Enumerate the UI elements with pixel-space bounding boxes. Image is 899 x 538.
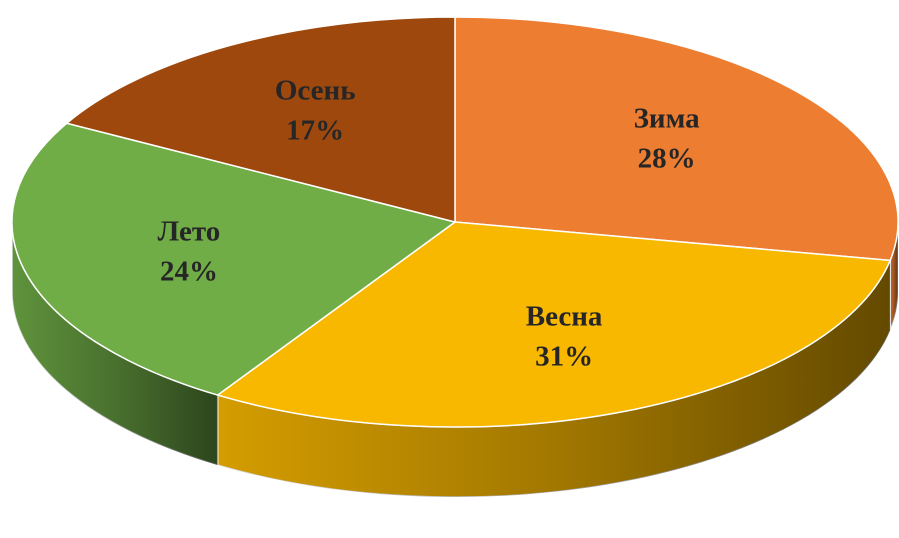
slice-label-name: Зима (634, 103, 701, 135)
side-shade (12, 222, 218, 466)
slice-label-name: Лето (158, 215, 221, 247)
slice (65, 16, 456, 223)
slice (454, 16, 899, 262)
slice-label-name: Осень (275, 74, 356, 106)
slice-label-name: Весна (526, 300, 603, 332)
slice-label-value: 17% (286, 114, 344, 146)
slice (11, 122, 457, 396)
slice-label-value: 24% (160, 255, 218, 287)
side-shade (217, 260, 891, 498)
side-shade (890, 222, 898, 331)
slice-label-value: 31% (535, 340, 593, 372)
slice-label-value: 28% (638, 143, 696, 175)
